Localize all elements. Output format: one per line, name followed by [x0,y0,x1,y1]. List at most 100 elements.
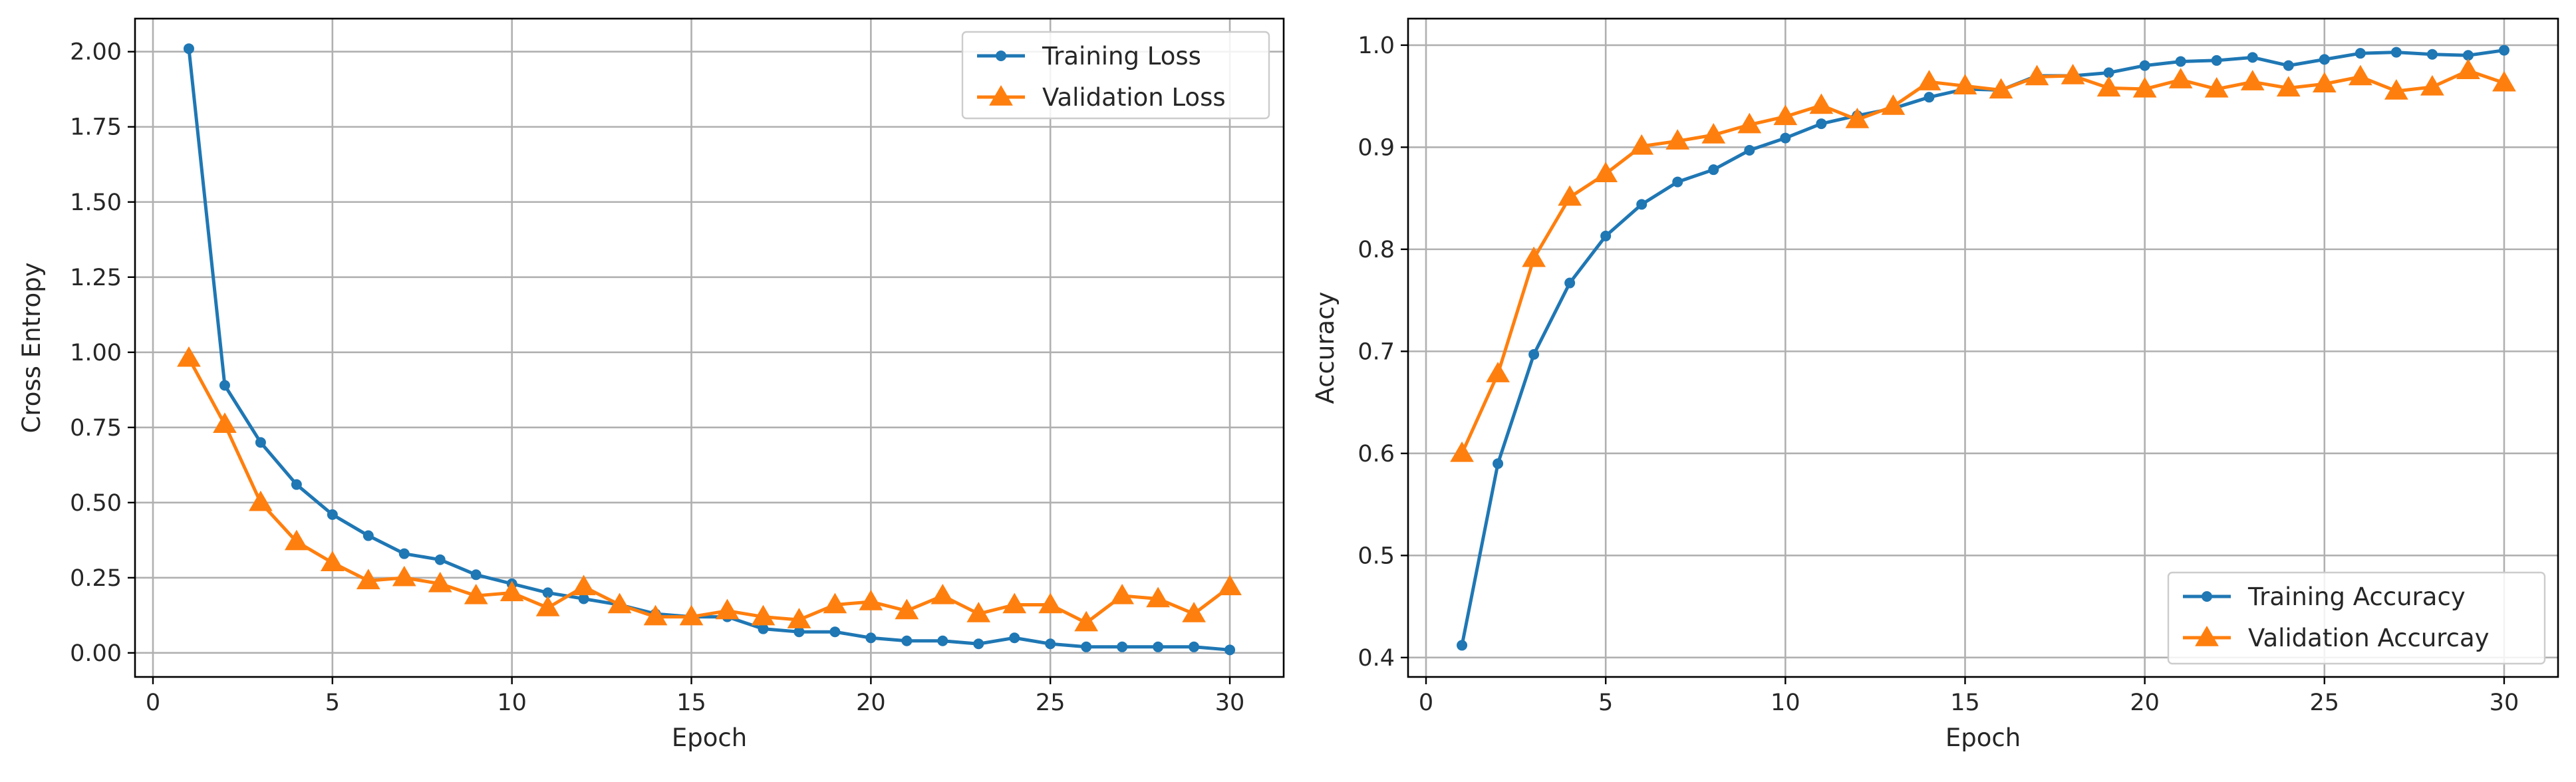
data-point [1780,132,1791,144]
data-point [362,530,374,541]
data-point [1845,107,1870,128]
data-point [1989,78,2013,99]
data-point [464,583,488,604]
accuracy-chart: 0 5 10 15 20 25 30 0.4 0.5 0.6 0.7 0.8 0.9 1.0 Epoch Ac… [1311,17,2559,752]
y-tick-label: 0.25 [70,565,122,592]
data-point [392,565,416,586]
data-point [937,635,948,646]
legend-box [2167,571,2546,665]
data-point [1917,70,1941,90]
data-point [578,593,589,604]
data-point [1182,602,1206,622]
legend-box [961,31,1270,120]
data-point [643,604,668,626]
data-point [2426,49,2438,60]
data-point [500,581,524,602]
data-point [1110,583,1135,604]
data-point [249,490,273,511]
y-axis-label: Accuracy [1311,292,1340,404]
data-point [1953,74,1977,95]
data-point [1045,638,1056,650]
y-tick-label: 2.00 [70,39,122,66]
data-point [1522,246,1546,267]
x-axis-label: Epoch [1945,723,2021,752]
data-point [2319,54,2330,65]
data-point [1564,277,1576,289]
data-point [829,626,841,638]
data-point [2492,70,2516,92]
data-point [356,569,380,590]
data-point [255,437,266,448]
data-point [535,596,560,616]
x-axis-label: Epoch [672,723,747,752]
data-point [470,569,482,581]
data-point [2312,72,2337,92]
data-point [2211,55,2222,66]
data-point [1881,94,1906,115]
data-point [2139,60,2150,71]
grid [135,19,1284,677]
data-point [219,380,230,391]
data-point [213,412,237,434]
data-point [1809,93,1834,114]
data-point [571,575,596,596]
data-point [901,635,913,646]
data-point [1153,641,1164,652]
y-axis-label: Cross Entropy [17,263,46,434]
data-point [793,626,805,638]
legend-marker [996,51,1006,61]
data-point [1493,458,1504,469]
data-point [320,551,345,571]
x-tick-label: 10 [1771,690,1800,716]
series-validation-loss [177,346,1242,632]
y-tick-label: 1.75 [70,114,122,141]
data-point [2168,68,2193,88]
data-point [715,598,740,620]
x-tick-label: 15 [1950,690,1980,716]
data-point [284,529,309,551]
x-tick-label: 30 [2490,690,2519,716]
data-point [1744,145,1755,156]
data-point [679,604,704,626]
x-tick-label: 5 [1598,690,1613,716]
data-point [1708,164,1719,176]
data-point [2247,52,2258,63]
y-tick-label: 1.50 [70,190,122,216]
data-point [1672,176,1683,188]
data-point [1074,610,1099,632]
data-point [1117,641,1128,652]
data-point [1450,441,1474,462]
plot-frame [134,17,1285,678]
data-point [859,589,883,610]
legend-marker [989,85,1013,106]
legend-label: Training Accuracy [2247,583,2466,611]
legend-label: Validation Loss [1042,83,1226,112]
data-point [2390,47,2402,58]
data-point [1816,118,1827,130]
x-tick-label: 20 [2130,690,2160,716]
y-tick-label: 1.25 [70,265,122,291]
y-tick-label: 0.9 [1358,134,1395,161]
data-point [1636,199,1647,210]
y-tick-label: 0.6 [1358,441,1395,467]
data-point [1773,104,1798,126]
legend-marker [2195,626,2219,646]
x-tick-label: 25 [1036,690,1066,716]
data-point [1665,129,1690,150]
data-point [1701,122,1726,144]
x-tick-label: 25 [2310,690,2340,716]
plot-frame [1407,17,2559,678]
data-point [1009,632,1020,644]
legend: Training Accuracy Validation Accurcay [2167,571,2546,665]
y-tick-label: 0.75 [70,415,122,442]
data-point [183,43,194,55]
data-point [398,548,410,559]
series-line [187,48,1230,652]
data-point [177,346,201,367]
y-tick-label: 0.4 [1358,645,1395,672]
data-point [865,632,877,644]
data-point [434,554,446,565]
legend-label: Training Loss [1042,42,1201,70]
data-point [1002,592,1027,614]
data-point [1224,644,1236,656]
